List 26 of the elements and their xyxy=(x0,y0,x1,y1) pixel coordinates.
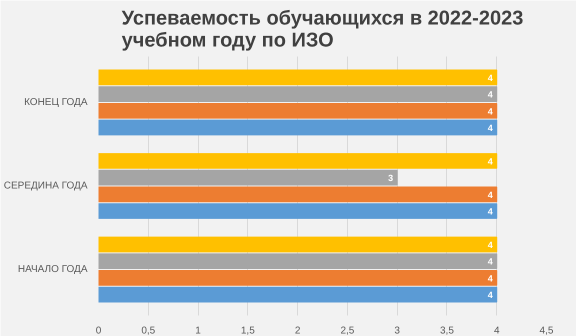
data-label: 4 xyxy=(488,273,493,284)
y-tick-label: КОНЕЦ ГОДА xyxy=(24,96,88,108)
data-label: 4 xyxy=(488,256,493,267)
x-tick-label: 1 xyxy=(195,326,202,336)
data-label: 4 xyxy=(488,123,493,134)
y-tick-label: СЕРЕДИНА ГОДА xyxy=(4,180,88,192)
x-tick-label: 3,5 xyxy=(440,326,454,336)
y-tick-label: НАЧАЛО ГОДА xyxy=(18,264,88,276)
data-label: 4 xyxy=(488,290,493,300)
data-label: 4 xyxy=(488,156,493,166)
x-tick-label: 2 xyxy=(294,326,301,336)
data-label: 4 xyxy=(488,72,493,83)
data-label: 3 xyxy=(388,173,394,184)
x-tick-label: 2,5 xyxy=(340,326,355,336)
chart-title: Успеваемость обучающихся в 2022-2023 учебном году по ИЗО xyxy=(122,8,524,52)
data-label: 4 xyxy=(488,90,493,100)
x-tick-label: 4 xyxy=(494,326,500,336)
x-tick-label: 1,5 xyxy=(240,326,256,336)
data-label: 4 xyxy=(488,190,493,200)
x-tick-label: 0 xyxy=(96,326,102,336)
data-label: 4 xyxy=(488,106,493,116)
x-tick-label: 3 xyxy=(394,326,400,336)
data-label: 4 xyxy=(488,240,493,250)
x-tick-label: 4,5 xyxy=(540,326,554,336)
x-tick-label: 0,5 xyxy=(141,326,156,336)
data-label: 4 xyxy=(488,206,493,217)
